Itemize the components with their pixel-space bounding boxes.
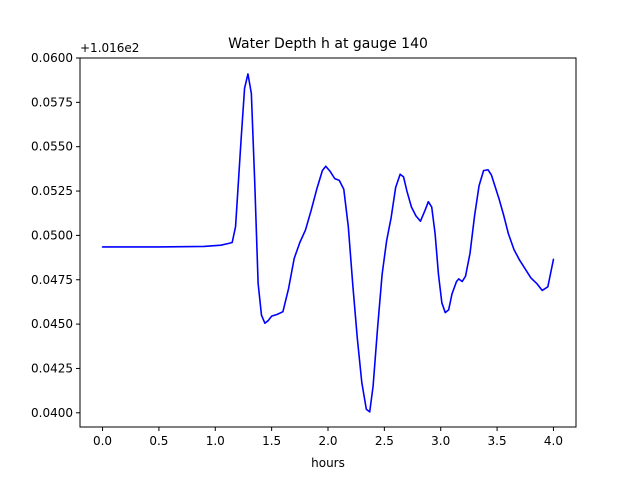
x-tick-label: 3.5 (488, 434, 507, 448)
plot-frame (79, 57, 577, 428)
x-tick-label: 1.0 (206, 434, 225, 448)
x-axis-ticks: 0.0 0.5 1.0 1.5 2.0 2.5 3.0 3.5 4.0 (93, 427, 563, 448)
x-tick-label: 2.5 (375, 434, 394, 448)
x-tick-label: 1.5 (262, 434, 281, 448)
y-tick-label: 0.0550 (31, 140, 73, 154)
y-tick-label: 0.0425 (31, 361, 73, 375)
y-tick-label: 0.0450 (31, 317, 73, 331)
y-tick-label: 0.0475 (31, 273, 73, 287)
x-tick-label: 0.0 (93, 434, 112, 448)
y-tick-label: 0.0600 (31, 51, 73, 65)
y-tick-label: 0.0500 (31, 228, 73, 242)
plot-area (80, 58, 576, 427)
chart-title: Water Depth h at gauge 140 (228, 36, 428, 52)
x-axis-label: hours (311, 456, 345, 470)
y-tick-label: 0.0575 (31, 95, 73, 109)
y-tick-label: 0.0525 (31, 184, 73, 198)
x-tick-label: 0.5 (149, 434, 168, 448)
y-axis-offset-label: +1.016e2 (80, 41, 139, 55)
x-tick-label: 3.0 (431, 434, 450, 448)
y-axis-ticks: 0.0400 0.0425 0.0450 0.0475 0.0500 0.0525 0.05… (31, 51, 80, 420)
series-line (101, 73, 555, 413)
y-tick-label: 0.0400 (31, 406, 73, 420)
x-tick-label: 4.0 (544, 434, 563, 448)
x-tick-label: 2.0 (318, 434, 337, 448)
